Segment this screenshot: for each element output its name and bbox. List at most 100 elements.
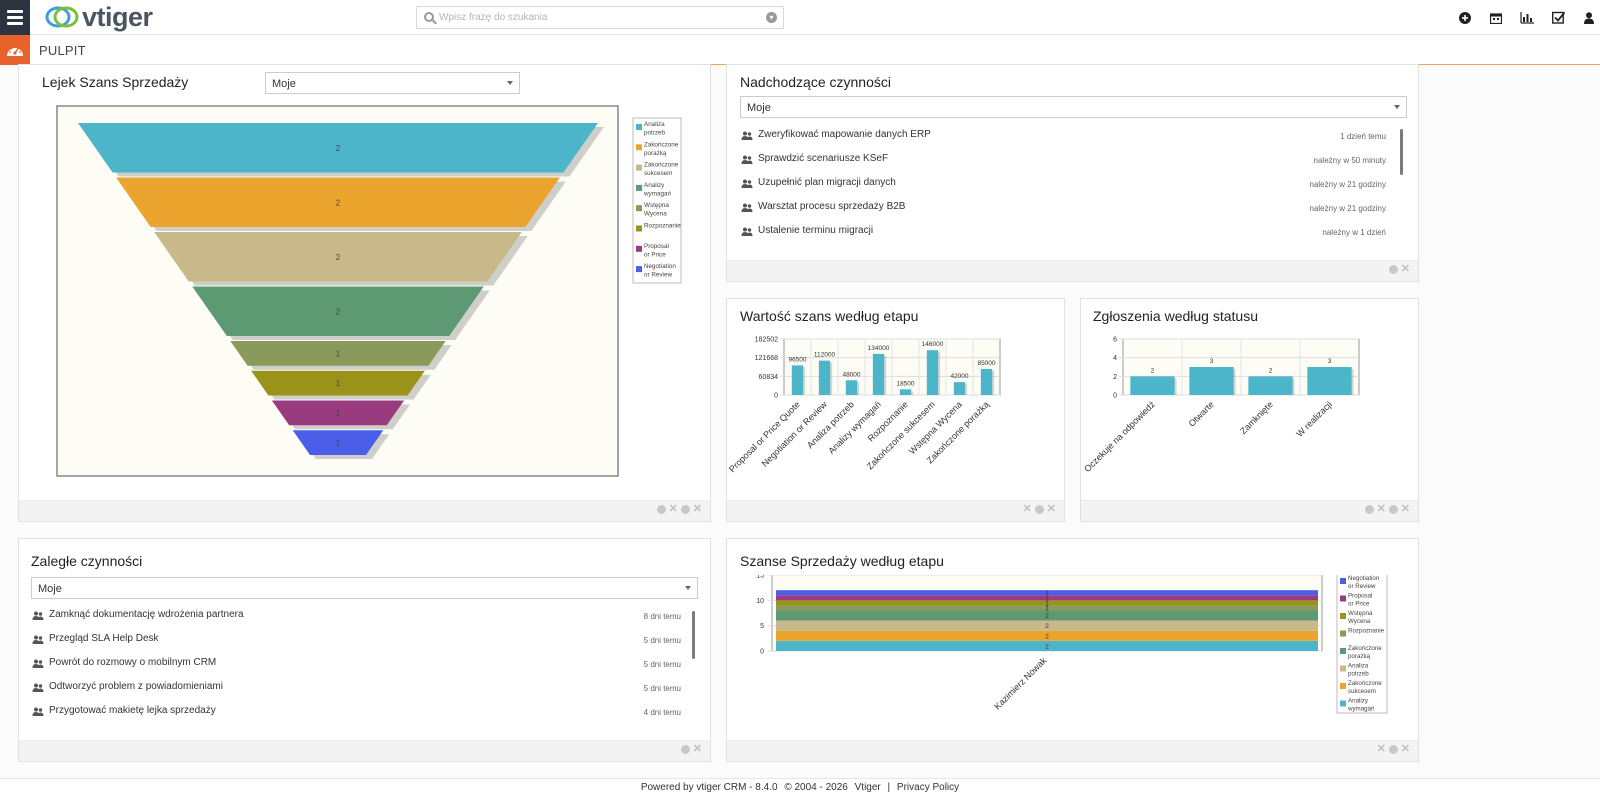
category-label: Kazimierz Nowak — [992, 655, 1049, 712]
bar-segment[interactable] — [776, 590, 1318, 596]
activity-title[interactable]: Uzupełnić plan migracji danych — [758, 177, 896, 188]
refresh-icon[interactable] — [1388, 745, 1398, 754]
scrollbar[interactable] — [692, 611, 695, 659]
funnel-layer[interactable] — [292, 430, 384, 455]
refresh-icon[interactable] — [680, 505, 690, 514]
activity-title[interactable]: Ustalenie terminu migracji — [758, 225, 874, 236]
funnel-layer[interactable] — [192, 286, 484, 337]
chevron-down-icon — [685, 586, 691, 590]
activity-title[interactable]: Sprawdzić scenariusze KSeF — [758, 153, 889, 164]
axis-tick-label: 15 — [756, 575, 764, 580]
close-icon[interactable]: ✕ — [692, 503, 702, 515]
task-icon[interactable] — [1551, 11, 1565, 25]
logo[interactable]: vtiger — [44, 2, 153, 32]
people-icon — [32, 659, 44, 668]
dashboard-icon[interactable] — [0, 35, 30, 65]
bar-segment-label: 2 — [1045, 613, 1049, 620]
bar[interactable] — [1189, 367, 1234, 395]
bar[interactable] — [1248, 376, 1293, 395]
list-item[interactable]: Uzupełnić plan migracji danych należny w … — [740, 173, 1390, 197]
list-item[interactable]: Warsztat procesu sprzedaży B2B należny w … — [740, 197, 1390, 221]
close-icon[interactable]: ✕ — [1400, 743, 1410, 755]
funnel-layer[interactable] — [116, 177, 560, 228]
bar[interactable] — [980, 368, 993, 395]
fullscreen-icon[interactable]: ✕ — [1376, 503, 1386, 515]
vtiger-link[interactable]: Vtiger — [854, 782, 881, 793]
bar-segment[interactable] — [776, 605, 1318, 611]
refresh-icon[interactable] — [680, 745, 690, 754]
list-item[interactable]: Zweryfikować mapowanie danych ERP 1 dzień… — [740, 125, 1390, 149]
funnel-layer[interactable] — [154, 232, 522, 282]
activity-title[interactable]: Warsztat procesu sprzedaży B2B — [758, 201, 906, 212]
bar-segment[interactable] — [776, 600, 1318, 606]
fullscreen-icon[interactable]: ✕ — [1022, 503, 1032, 515]
funnel-filter-select[interactable]: Moje — [265, 72, 520, 94]
list-item[interactable]: Przygotować makietę lejka sprzedaży 4 dni… — [31, 701, 685, 720]
privacy-policy-link[interactable]: Privacy Policy — [896, 782, 960, 793]
legend-label: Analiza potrzeb — [1348, 663, 1369, 678]
refresh-icon[interactable] — [1388, 265, 1398, 274]
refresh-icon[interactable] — [1388, 505, 1398, 514]
overdue-filter-select[interactable]: Moje — [31, 577, 698, 599]
bar[interactable] — [1130, 376, 1175, 395]
list-item[interactable]: Zamknąć dokumentację wdrożenia partnera 8… — [31, 605, 685, 629]
activity-title[interactable]: Przygotować makietę lejka sprzedaży — [49, 705, 216, 716]
refresh-icon[interactable] — [1034, 505, 1044, 514]
close-icon[interactable]: ✕ — [1400, 263, 1410, 275]
bar-segment[interactable] — [776, 610, 1318, 621]
bar-segment[interactable] — [776, 620, 1318, 631]
list-item[interactable]: Ustalenie terminu migracji należny w 1 dz… — [740, 221, 1390, 237]
chevron-down-icon[interactable]: ▾ — [766, 12, 777, 23]
activity-title[interactable]: Przegląd SLA Help Desk — [49, 633, 159, 644]
chart-icon[interactable] — [1520, 11, 1534, 25]
bar[interactable] — [1307, 367, 1352, 395]
list-item[interactable]: Odtworzyć problem z powiadomieniami 5 dni… — [31, 677, 685, 701]
funnel-layer[interactable] — [251, 370, 425, 396]
search-input[interactable] — [439, 9, 759, 26]
bar-value-label: 3 — [1328, 358, 1332, 365]
list-item[interactable]: Przegląd SLA Help Desk 5 dni temu — [31, 629, 685, 653]
global-search[interactable]: ▾ — [416, 6, 784, 29]
scrollbar[interactable] — [1400, 129, 1403, 175]
upcoming-filter-select[interactable]: Moje — [740, 96, 1407, 118]
legend-label: Zakończone porażką — [1348, 645, 1382, 660]
close-icon[interactable]: ✕ — [1400, 503, 1410, 515]
bar[interactable] — [791, 365, 804, 395]
bar[interactable] — [818, 360, 831, 395]
funnel-layer-label: 1 — [336, 379, 341, 388]
funnel-layer[interactable] — [78, 123, 598, 173]
plus-icon[interactable] — [1458, 11, 1472, 25]
user-icon[interactable] — [1582, 11, 1596, 25]
activity-title[interactable]: Zweryfikować mapowanie danych ERP — [758, 129, 931, 140]
legend-swatch — [1340, 700, 1346, 707]
calendar-icon[interactable] — [1489, 11, 1503, 25]
activity-title[interactable]: Powrót do rozmowy o mobilnym CRM — [49, 657, 217, 668]
bar-segment[interactable] — [776, 640, 1318, 651]
list-item[interactable]: Powrót do rozmowy o mobilnym CRM 5 dni te… — [31, 653, 685, 677]
list-item[interactable]: Sprawdzić scenariusze KSeF należny w 50 m… — [740, 149, 1390, 173]
menu-icon[interactable] — [0, 0, 30, 35]
bar[interactable] — [872, 353, 885, 395]
tickets-chart: 0 2 4 6 2 Oczekuje na odpowiedź 3 Otwarte 2 Zamkn… — [1082, 337, 1360, 474]
fullscreen-icon[interactable]: ✕ — [1376, 743, 1386, 755]
bar-segment[interactable] — [776, 595, 1318, 601]
funnel-layer[interactable] — [271, 400, 405, 426]
activity-title[interactable]: Zamknąć dokumentację wdrożenia partnera — [49, 609, 244, 620]
settings-icon[interactable] — [1364, 505, 1374, 514]
funnel-layer[interactable] — [230, 341, 446, 366]
activity-when: 1 dzień temu — [1340, 132, 1386, 141]
close-icon[interactable]: ✕ — [1046, 503, 1056, 515]
fullscreen-icon[interactable]: ✕ — [668, 503, 678, 515]
bar[interactable] — [953, 382, 966, 395]
activity-title[interactable]: Odtworzyć problem z powiadomieniami — [49, 681, 223, 692]
bar[interactable] — [899, 389, 912, 395]
bar[interactable] — [926, 350, 939, 395]
settings-icon[interactable] — [656, 505, 666, 514]
bar[interactable] — [845, 380, 858, 395]
legend-swatch — [1340, 595, 1346, 602]
close-icon[interactable]: ✕ — [692, 743, 702, 755]
widget-title: Szanse Sprzedaży według etapu — [740, 553, 944, 569]
bar-segment[interactable] — [776, 630, 1318, 641]
activity-when: należny w 50 minuty — [1313, 156, 1386, 165]
page-footer: Powered by vtiger CRM - 8.4.0 © 2004 - 2… — [0, 778, 1600, 793]
